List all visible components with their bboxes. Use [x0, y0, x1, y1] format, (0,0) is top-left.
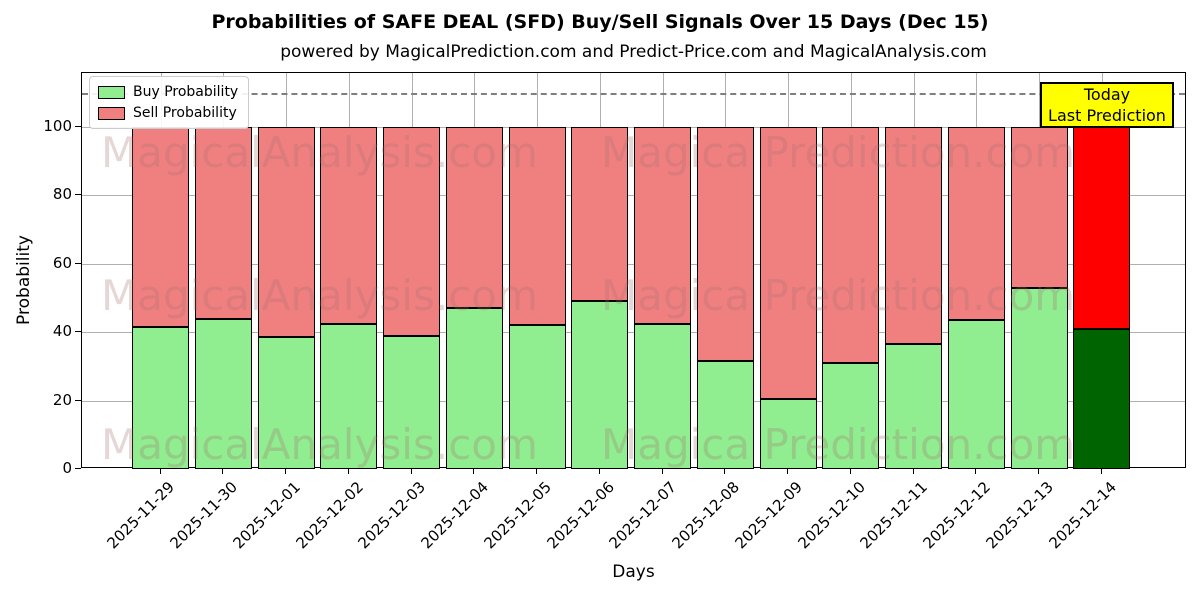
x-tick-mark	[1100, 468, 1102, 474]
x-tick-label-text: 2025-11-29	[103, 478, 179, 553]
annotation-line-1: Today	[1083, 85, 1131, 104]
legend-item-sell: Sell Probability	[98, 105, 238, 121]
x-tick-mark	[661, 468, 663, 474]
bar-segment-sell	[822, 127, 880, 363]
bar-segment-buy	[634, 323, 691, 469]
bar-segment-sell	[194, 127, 252, 319]
x-tick-mark	[536, 468, 537, 474]
x-tick-mark	[1038, 468, 1039, 474]
buy-swatch-icon	[98, 85, 125, 99]
bar-segment-sell	[257, 127, 315, 338]
legend: Buy Probability Sell Probability	[89, 76, 250, 129]
x-tick-label-text: 2025-12-12	[919, 478, 994, 553]
bar-segment-buy	[132, 327, 189, 469]
h-gridline	[82, 400, 1185, 402]
bar-segment-sell	[1073, 127, 1131, 329]
x-tick-label-text: 2025-12-09	[731, 478, 806, 553]
bar-segment-sell	[383, 127, 440, 336]
bar-segment-sell	[1010, 127, 1068, 288]
bar-segment-sell	[320, 127, 378, 324]
x-tick-mark	[724, 468, 726, 474]
x-tick-mark	[787, 468, 788, 474]
y-tick-label: 60	[52, 253, 72, 272]
x-tick-label-text: 2025-12-04	[417, 478, 492, 553]
bar-segment-sell	[947, 127, 1005, 321]
bar-segment-buy	[885, 344, 942, 469]
sell-swatch-icon	[98, 106, 125, 120]
y-tick-mark	[75, 331, 81, 333]
plot-area: Buy Probability Sell Probability Today L…	[81, 72, 1186, 469]
x-axis-label: Days	[612, 562, 655, 582]
annotation-line-2: Last Prediction	[1048, 106, 1166, 125]
threshold-dashed-line	[82, 92, 1185, 95]
bar-segment-sell	[634, 127, 691, 324]
bar-segment-sell	[571, 127, 629, 302]
bar-segment-buy	[759, 398, 817, 469]
y-tick-label: 80	[52, 185, 72, 204]
legend-label-sell: Sell Probability	[133, 105, 237, 121]
y-tick-mark	[75, 399, 81, 401]
h-gridline	[82, 127, 1185, 129]
bar-segment-sell	[508, 127, 566, 326]
y-tick-label: 0	[62, 459, 72, 477]
y-tick-label: 100	[43, 117, 72, 136]
bar-segment-buy	[383, 335, 440, 469]
x-tick-mark	[222, 468, 224, 474]
y-tick-mark	[75, 468, 81, 469]
bar-segment-buy	[947, 320, 1005, 469]
bar-segment-sell	[132, 127, 189, 328]
bar-segment-buy	[445, 308, 503, 469]
bar-segment-sell	[696, 127, 754, 362]
bar-segment-buy	[571, 301, 629, 469]
bar-segment-buy	[194, 318, 252, 469]
chart-subtitle: powered by MagicalPrediction.com and Pre…	[280, 42, 987, 62]
x-tick-mark	[473, 468, 475, 474]
x-tick-mark	[849, 468, 851, 474]
bar-segment-buy	[508, 325, 566, 469]
legend-label-buy: Buy Probability	[133, 84, 239, 100]
x-tick-mark	[159, 468, 161, 474]
x-tick-label-text: 2025-12-01	[229, 478, 304, 553]
x-tick-mark	[285, 468, 286, 474]
h-gridline	[82, 263, 1185, 265]
bar-segment-buy	[320, 323, 378, 469]
y-tick-mark	[75, 126, 81, 128]
y-tick-mark	[75, 194, 81, 196]
bar-segment-sell	[445, 127, 503, 309]
bar-segment-buy	[822, 362, 880, 469]
today-annotation: Today Last Prediction	[1040, 82, 1174, 128]
legend-item-buy: Buy Probability	[98, 84, 238, 100]
x-tick-mark	[598, 468, 600, 474]
bar-segment-sell	[759, 127, 817, 399]
x-tick-label-text: 2025-12-08	[668, 478, 743, 553]
h-gridline	[82, 195, 1185, 197]
h-gridline	[82, 332, 1185, 334]
bar-segment-buy	[1010, 287, 1068, 469]
x-tick-mark	[347, 468, 349, 474]
bar-segment-buy	[257, 337, 315, 469]
chart-title: Probabilities of SAFE DEAL (SFD) Buy/Sel…	[211, 11, 989, 33]
y-tick-label: 40	[52, 322, 72, 341]
bar-segment-buy	[1073, 328, 1131, 469]
y-tick-label: 20	[52, 390, 72, 409]
x-tick-label-text: 2025-12-05	[480, 478, 555, 553]
x-tick-label-text: 2025-11-30	[166, 478, 241, 553]
x-tick-mark	[410, 468, 412, 474]
bar-segment-sell	[885, 127, 942, 345]
bar-segment-buy	[696, 361, 754, 469]
x-tick-mark	[912, 468, 914, 474]
y-tick-mark	[75, 262, 81, 264]
x-tick-label-text: 2025-12-13	[982, 478, 1057, 553]
x-tick-mark	[975, 468, 977, 474]
y-axis-label: Probability	[14, 235, 34, 325]
